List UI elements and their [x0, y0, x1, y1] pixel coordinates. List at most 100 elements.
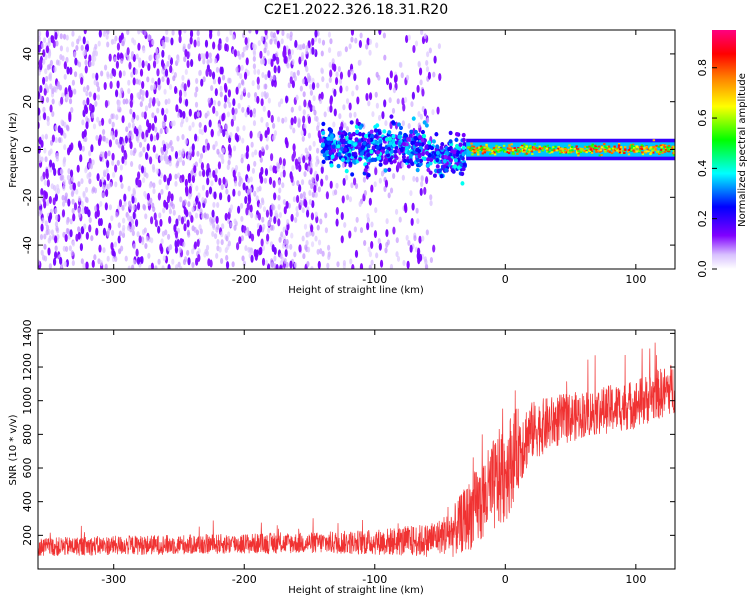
spectrogram-cell: [244, 245, 248, 252]
spectrogram-cell: [626, 150, 630, 153]
spectrogram-cell: [294, 217, 298, 224]
spectrogram-cell: [179, 237, 183, 246]
spectrogram-cell: [71, 79, 75, 86]
spectrogram-cell: [146, 76, 150, 83]
spectrogram-cell: [71, 240, 76, 247]
spectrogram-cell: [121, 232, 126, 239]
spectrogram-cell: [259, 246, 263, 255]
spectrogram-cell: [156, 107, 160, 114]
spectrogram-cell: [660, 148, 663, 151]
spectrogram-cell: [196, 40, 201, 47]
spectrogram-cell: [383, 54, 387, 61]
spectrogram-cell: [234, 164, 239, 171]
spectrogram-cell: [408, 153, 413, 159]
spectrogram-cell: [311, 200, 315, 209]
spectrogram-cell: [290, 213, 294, 222]
spectrogram-cell: [59, 45, 64, 52]
spectrogram-cell: [484, 148, 487, 151]
spectrogram-cell: [305, 209, 310, 218]
spectrogram-cell: [261, 257, 266, 266]
spectrogram-cell: [208, 119, 212, 128]
spectrogram-cell: [153, 212, 157, 221]
spectrogram-cell: [187, 175, 192, 184]
spectrogram-cell: [216, 224, 220, 231]
spectrogram-cell: [304, 244, 308, 251]
spectrogram-cell: [200, 162, 205, 171]
spectrogram-cell: [240, 64, 244, 71]
spectrogram-cell: [428, 161, 433, 166]
spectrogram-cell: [281, 182, 285, 189]
spectrogram-cell: [635, 150, 638, 153]
spectrogram-cell: [617, 142, 621, 145]
spectrogram-cell: [108, 53, 112, 62]
spectrogram-cell: [411, 116, 416, 121]
spectrogram-cell: [54, 235, 58, 244]
spectrogram-cell: [630, 148, 634, 151]
spectrogram-cell: [239, 202, 244, 209]
spectrogram-cell: [371, 111, 375, 118]
spectrogram-cell: [160, 154, 164, 161]
spectrogram-cell: [68, 89, 72, 98]
spectrogram-cell: [132, 204, 136, 211]
spectrogram-cell: [446, 155, 451, 161]
spectrogram-cell: [110, 229, 115, 236]
spectrogram-cell: [483, 151, 486, 154]
spectrogram-cell: [325, 191, 329, 200]
spectrogram-cell: [477, 146, 481, 149]
spectrogram-cell: [267, 97, 271, 104]
spectrogram-cell: [101, 192, 105, 199]
spectrogram-cell: [448, 139, 453, 144]
spectrogram-cell: [404, 146, 409, 151]
spectrogram-cell: [355, 159, 360, 164]
spectrogram-cell: [121, 115, 125, 124]
spectrogram-cell: [130, 51, 135, 58]
spectrogram-cell: [184, 98, 189, 107]
spectrogram-cell: [229, 204, 234, 211]
spectrogram-cell: [391, 120, 396, 125]
spectrogram-cell: [118, 199, 123, 208]
spectrogram-cell: [41, 42, 45, 49]
spectrogram-cell: [384, 120, 388, 127]
spectrogram-cell: [392, 87, 397, 94]
spectrogram-cell: [132, 259, 136, 266]
spectrogram-cell: [430, 145, 435, 151]
spectrogram-cell: [313, 184, 317, 193]
spectrogram-y-axis-label: Frequency (Hz): [8, 112, 19, 188]
spectrogram-cell: [391, 142, 396, 148]
spectrogram-cell: [102, 169, 107, 176]
spectrogram-cell: [358, 131, 363, 137]
spectrogram-cell: [324, 156, 329, 161]
spectrogram-cell: [354, 249, 359, 258]
spectrogram-cell: [290, 106, 294, 113]
spectrogram-cell: [166, 77, 170, 86]
spectrogram-cell: [644, 146, 647, 149]
spectrogram-cell: [163, 88, 167, 95]
spectrogram-cell: [348, 230, 352, 239]
spectrogram-cell: [375, 71, 379, 78]
spectrogram-cell: [663, 145, 667, 148]
spectrogram-cell: [232, 188, 236, 197]
spectrogram-cell: [266, 49, 270, 56]
spectrogram-cell: [358, 59, 362, 66]
spectrogram-cell: [576, 148, 580, 151]
spectrogram-cell: [350, 172, 355, 177]
spectrogram-cell: [136, 256, 141, 265]
spectrogram-cell: [650, 151, 653, 154]
spectrogram-cell: [51, 98, 55, 105]
spectrogram-cell: [49, 148, 53, 155]
spectrogram-cell: [106, 71, 110, 78]
spectrogram-cell: [284, 116, 288, 123]
spectrogram-cell: [272, 53, 276, 62]
spectrogram-cell: [527, 147, 530, 150]
spectrogram-cell: [82, 190, 86, 197]
spectrogram-cell: [278, 157, 283, 166]
spectrogram-cell: [516, 150, 520, 153]
spectrogram-cell: [664, 148, 668, 151]
spectrogram-cell: [600, 146, 604, 149]
spectrogram-cell: [106, 255, 110, 262]
spectrogram-cell: [131, 122, 136, 129]
spectrogram-cell: [244, 230, 248, 237]
spectrogram-cell: [214, 168, 218, 175]
spectrogram-cell: [659, 151, 662, 154]
spectrogram-cell: [324, 212, 328, 219]
